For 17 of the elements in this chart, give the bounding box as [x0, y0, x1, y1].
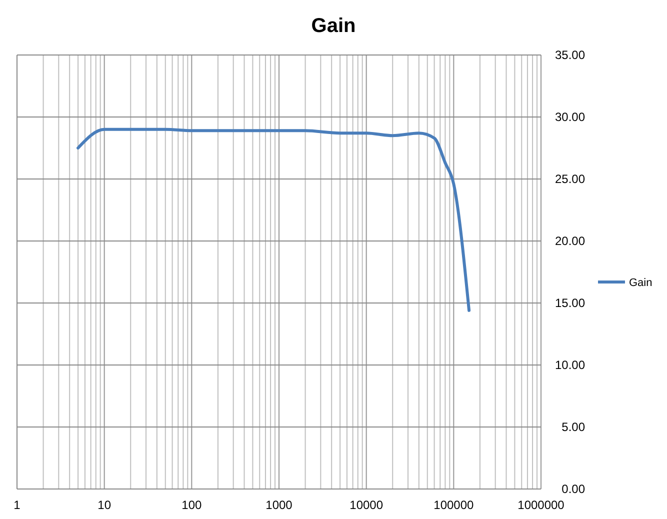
- y-tick-label: 0.00: [562, 482, 586, 496]
- y-tick-label: 15.00: [554, 296, 586, 310]
- y-tick-label: 35.00: [554, 48, 586, 62]
- x-tick-label: 100000: [434, 498, 474, 512]
- x-tick-label: 1: [14, 498, 21, 512]
- legend-label: Gain: [629, 277, 652, 289]
- y-tick-label: 30.00: [554, 110, 586, 124]
- y-tick-label: 25.00: [554, 172, 586, 186]
- x-tick-label: 1000000: [518, 498, 565, 512]
- x-tick-label: 100: [182, 498, 202, 512]
- y-tick-label: 10.00: [554, 358, 586, 372]
- x-tick-label: 10: [98, 498, 112, 512]
- y-tick-label: 5.00: [562, 420, 586, 434]
- y-tick-label: 20.00: [554, 234, 586, 248]
- x-tick-label: 10000: [350, 498, 384, 512]
- x-tick-label: 1000: [266, 498, 293, 512]
- chart-title: Gain: [311, 15, 356, 37]
